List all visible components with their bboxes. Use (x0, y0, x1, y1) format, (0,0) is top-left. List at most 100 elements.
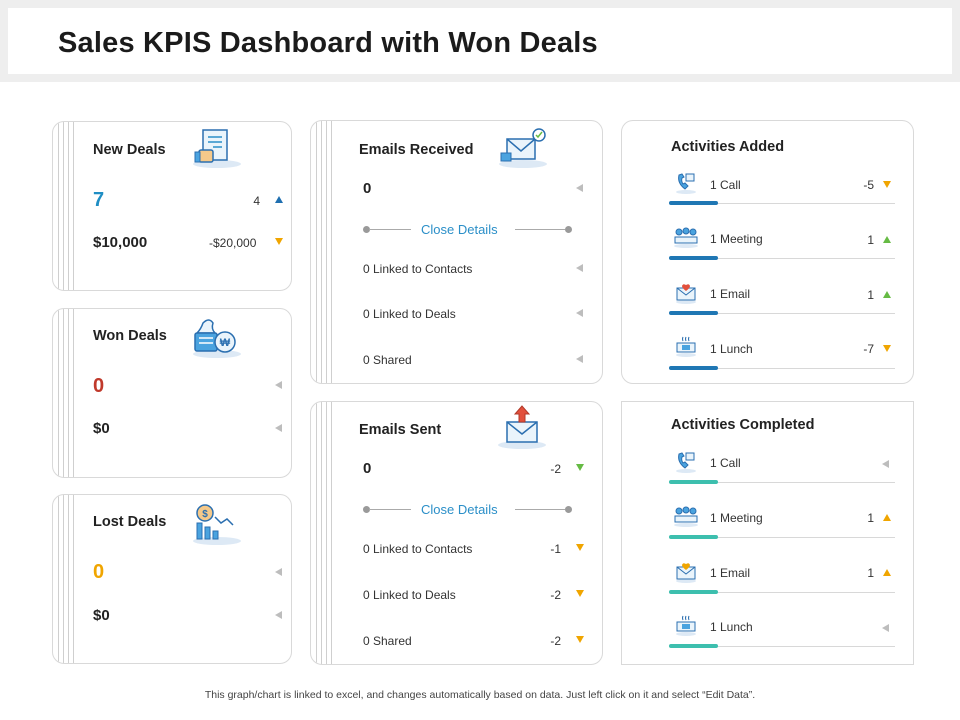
card-page-stack (53, 122, 75, 290)
trend-down-icon (883, 181, 891, 188)
list-item: 0 Linked to Contacts (363, 542, 473, 556)
won-deals-count: 0 (93, 375, 105, 397)
trend-down-icon (576, 636, 584, 643)
new-deals-amount-delta: -$20,000 (209, 236, 257, 250)
meeting-icon (674, 506, 698, 527)
activity-delta: -7 (863, 342, 874, 356)
activity-label: 1 Call (710, 178, 741, 192)
card-page-stack (311, 402, 333, 664)
list-item: 0 Shared (363, 634, 412, 648)
phone-icon (676, 173, 696, 194)
progress-bar (669, 535, 718, 539)
emails-sent-card[interactable]: Emails Sent 0 -2 Close Details 0 Linked … (310, 401, 603, 665)
list-item: 0 Linked to Deals (363, 307, 456, 321)
trend-up-icon (275, 196, 283, 203)
no-change-icon (576, 309, 583, 317)
list-item-delta: -2 (550, 634, 561, 648)
trend-down-icon (275, 238, 283, 245)
emails-sent-count-delta: -2 (550, 462, 561, 476)
emails-received-title: Emails Received (359, 142, 474, 158)
no-change-icon (275, 611, 282, 619)
trend-up-icon (883, 569, 891, 576)
trend-up-icon (883, 291, 891, 298)
trend-down-icon (576, 544, 584, 551)
no-change-icon (576, 355, 583, 363)
close-details-label: Close Details (421, 222, 498, 237)
divider (669, 313, 895, 314)
card-page-stack (311, 121, 333, 383)
activities-completed-title: Activities Completed (671, 417, 815, 433)
activity-label: 1 Meeting (710, 232, 763, 246)
trend-down-icon (883, 345, 891, 352)
progress-bar (669, 644, 718, 648)
emails-sent-title: Emails Sent (359, 422, 442, 438)
activity-label: 1 Lunch (710, 342, 753, 356)
no-change-icon (576, 184, 583, 192)
trend-down-icon (576, 464, 584, 471)
list-item: 0 Linked to Contacts (363, 262, 473, 276)
progress-bar (669, 311, 718, 315)
envelope-upload-icon (498, 405, 546, 449)
activity-delta: 1 (867, 511, 874, 525)
no-change-icon (275, 568, 282, 576)
activity-label: 1 Call (710, 456, 741, 470)
no-change-icon (576, 264, 583, 272)
progress-bar (669, 201, 718, 205)
email-icon (676, 284, 696, 304)
card-page-stack (53, 309, 75, 477)
thumbs-up-document-icon (193, 129, 241, 168)
money-bag-icon: ₩ (193, 319, 241, 358)
activities-added-card[interactable]: Activities Added 1 Call -5 1 Meeting 1 1… (621, 120, 914, 384)
emails-received-card[interactable]: Emails Received 0 Close Details 0 Linked… (310, 120, 603, 384)
divider (669, 537, 895, 538)
progress-bar (669, 590, 718, 594)
trend-up-icon (883, 514, 891, 521)
activity-delta: 1 (867, 288, 874, 302)
list-item: 0 Shared (363, 353, 412, 367)
list-item: 0 Linked to Deals (363, 588, 456, 602)
new-deals-count-delta: 4 (253, 194, 260, 208)
activity-label: 1 Email (710, 287, 751, 301)
lost-deals-count: 0 (93, 561, 105, 583)
close-details-toggle[interactable]: Close Details (363, 502, 573, 517)
new-deals-title: New Deals (93, 142, 166, 158)
divider (669, 368, 895, 369)
chart-coin-icon: $ (193, 504, 241, 545)
lost-deals-amount: $0 (93, 607, 110, 624)
footnote: This graph/chart is linked to excel, and… (204, 689, 756, 701)
lunch-icon (676, 336, 696, 357)
phone-icon (676, 452, 696, 473)
title-panel (8, 8, 952, 74)
envelope-check-icon (499, 128, 547, 168)
progress-bar (669, 256, 718, 260)
divider (669, 258, 895, 259)
trend-down-icon (576, 590, 584, 597)
list-item-delta: -2 (550, 588, 561, 602)
won-deals-card[interactable]: Won Deals ₩ 0 $0 (52, 308, 292, 478)
activities-completed-card[interactable]: Activities Completed 1 Call 1 Meeting 1 … (621, 401, 914, 665)
lost-deals-card[interactable]: Lost Deals $ 0 $0 (52, 494, 292, 664)
email-icon (676, 563, 696, 583)
divider (669, 482, 895, 483)
activity-label: 1 Lunch (710, 620, 753, 634)
svg-text:₩: ₩ (220, 337, 231, 349)
won-deals-title: Won Deals (93, 328, 167, 344)
divider (669, 646, 895, 647)
trend-up-icon (883, 236, 891, 243)
won-deals-amount: $0 (93, 420, 110, 437)
svg-text:$: $ (202, 509, 208, 520)
card-page-stack (53, 495, 75, 663)
activity-delta: 1 (867, 566, 874, 580)
no-change-icon (275, 381, 282, 389)
no-change-icon (275, 424, 282, 432)
activity-delta: 1 (867, 233, 874, 247)
divider (669, 203, 895, 204)
page-title: Sales KPIS Dashboard with Won Deals (58, 27, 598, 59)
activity-delta: -5 (863, 178, 874, 192)
divider (669, 592, 895, 593)
emails-received-count: 0 (363, 180, 372, 197)
lunch-icon (676, 615, 696, 636)
list-item-delta: -1 (550, 542, 561, 556)
close-details-toggle[interactable]: Close Details (363, 222, 573, 237)
new-deals-card[interactable]: New Deals 7 4 $10,000 -$20,000 (52, 121, 292, 291)
